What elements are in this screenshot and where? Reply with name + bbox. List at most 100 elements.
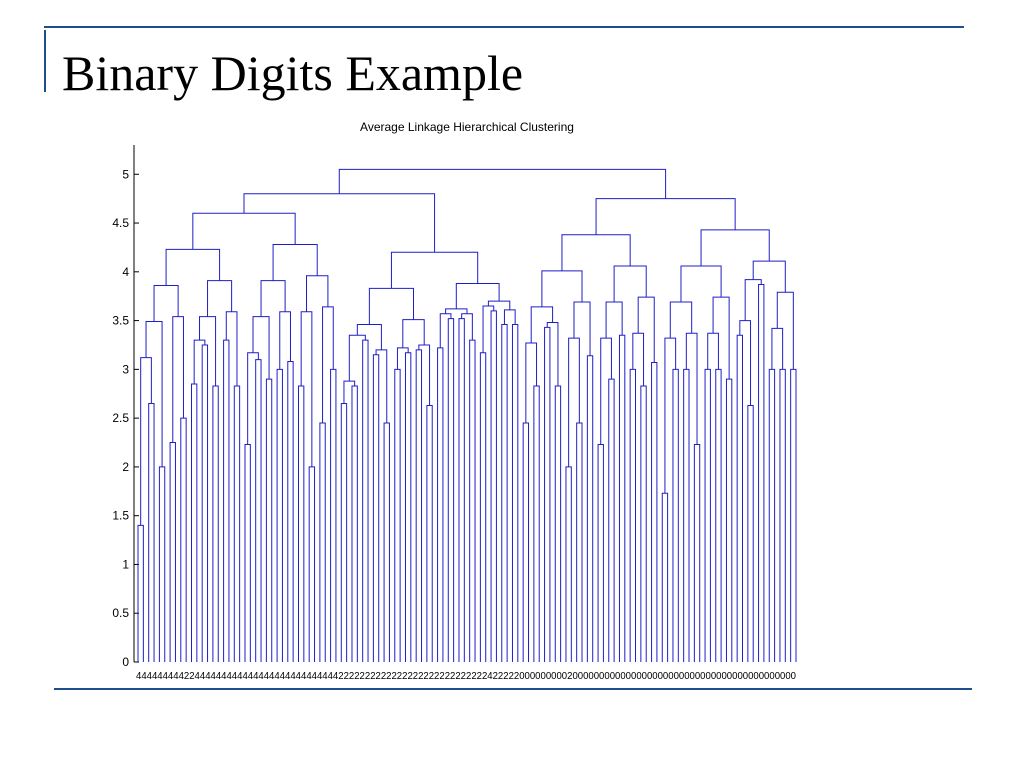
dendrogram-link — [260, 280, 286, 317]
dendrogram-link — [402, 319, 425, 348]
dendrogram-link — [530, 306, 554, 344]
dendrogram-link — [651, 362, 658, 662]
dendrogram-link — [736, 334, 744, 662]
dendrogram-link — [322, 306, 334, 424]
dendrogram-link — [629, 368, 637, 662]
dendrogram-link — [664, 337, 677, 494]
dendrogram-link — [680, 265, 722, 303]
dendrogram-link — [169, 442, 176, 662]
dendrogram-link — [541, 270, 583, 307]
dendrogram-link — [243, 193, 436, 253]
dendrogram-links — [137, 168, 797, 662]
dendrogram-link — [223, 339, 230, 662]
dendrogram-link — [225, 311, 238, 386]
dendrogram-link — [137, 524, 144, 662]
dendrogram-link — [140, 357, 152, 526]
dendrogram-link — [319, 422, 326, 662]
dendrogram-link — [501, 323, 508, 662]
dendrogram-link — [561, 234, 631, 271]
dendrogram-link — [458, 318, 465, 662]
dendrogram-link — [576, 422, 583, 662]
left-accent-bar — [44, 30, 46, 92]
dendrogram-link — [608, 378, 615, 662]
dendrogram-link — [437, 347, 444, 662]
dendrogram-link — [396, 347, 409, 370]
dendrogram-link — [233, 385, 241, 662]
y-tick-label: 5 — [122, 167, 129, 181]
dendrogram-link — [771, 327, 784, 370]
dendrogram-link — [707, 332, 719, 370]
dendrogram-link — [525, 342, 538, 424]
dendrogram-link — [340, 403, 348, 662]
dendrogram-link — [247, 352, 259, 445]
dendrogram-link — [661, 492, 669, 662]
dendrogram-link — [469, 339, 476, 662]
dendrogram-link — [338, 168, 667, 199]
y-tick-label: 3.5 — [112, 314, 129, 328]
dendrogram-link — [586, 355, 594, 662]
dendrogram-link — [153, 284, 179, 322]
dendrogram-link — [595, 198, 736, 235]
dendrogram-link — [306, 275, 329, 312]
y-tick-label: 4 — [122, 265, 129, 279]
bottom-rule — [54, 688, 972, 690]
dendrogram-link — [297, 385, 305, 662]
dendrogram-link — [546, 322, 559, 386]
dendrogram-link — [439, 313, 452, 348]
leaf-label-row: 4444444442244444444444444444444444444422… — [136, 671, 796, 682]
dendrogram-link — [613, 265, 647, 303]
dendrogram-link — [637, 296, 655, 363]
dendrogram-link — [600, 337, 612, 445]
y-tick-label: 0 — [122, 655, 129, 669]
dendrogram-link — [255, 359, 262, 662]
dendrogram-link — [479, 352, 487, 662]
chart-title: Average Linkage Hierarchical Clustering — [360, 120, 574, 134]
y-tick-label: 2.5 — [112, 411, 129, 425]
dendrogram-link — [445, 308, 468, 314]
dendrogram-link — [148, 403, 155, 662]
dendrogram-link — [669, 301, 693, 339]
dendrogram-link — [287, 361, 294, 662]
dendrogram-link — [747, 404, 754, 662]
dendrogram-link — [330, 368, 337, 662]
dendrogram-link — [758, 283, 765, 662]
dendrogram-link — [343, 380, 356, 404]
dendrogram-link — [640, 385, 647, 662]
dendrogram-link — [533, 385, 540, 662]
dendrogram-link — [372, 354, 380, 662]
dendrogram-link — [672, 368, 679, 662]
dendrogram-link — [685, 332, 698, 445]
dendrogram-link — [368, 287, 415, 325]
dendrogram-link — [415, 349, 423, 662]
dendrogram-link — [511, 323, 519, 662]
dendrogram-link — [244, 443, 251, 662]
dendrogram-link — [418, 344, 431, 406]
dendrogram-link — [348, 334, 366, 382]
slide-title: Binary Digits Example — [62, 45, 524, 101]
dendrogram-link — [597, 443, 604, 662]
dendrogram-link — [712, 296, 730, 380]
y-tick-label: 1 — [122, 557, 129, 571]
dendrogram-link — [768, 368, 776, 662]
y-tick-label: 0.5 — [112, 606, 129, 620]
dendrogram-link — [461, 313, 473, 341]
dendrogram-link — [172, 316, 184, 443]
dendrogram-link — [632, 332, 645, 386]
dendrogram-link — [212, 385, 219, 662]
dendrogram-link — [790, 368, 797, 662]
dendrogram-link — [193, 339, 206, 384]
dendrogram-link — [375, 349, 388, 424]
dendrogram-link — [725, 378, 733, 662]
dendrogram-link — [683, 368, 690, 662]
dendrogram-link — [426, 404, 433, 662]
dendrogram-link — [490, 310, 497, 662]
dendrogram-link — [522, 422, 530, 662]
dendrogram-link — [455, 283, 500, 309]
dendrogram-link — [776, 291, 794, 370]
dendrogram-link — [482, 305, 495, 353]
dendrogram-link — [207, 280, 233, 317]
dendrogram-link — [503, 309, 516, 325]
dendrogram-link — [158, 466, 166, 662]
dendrogram-link — [544, 326, 551, 662]
